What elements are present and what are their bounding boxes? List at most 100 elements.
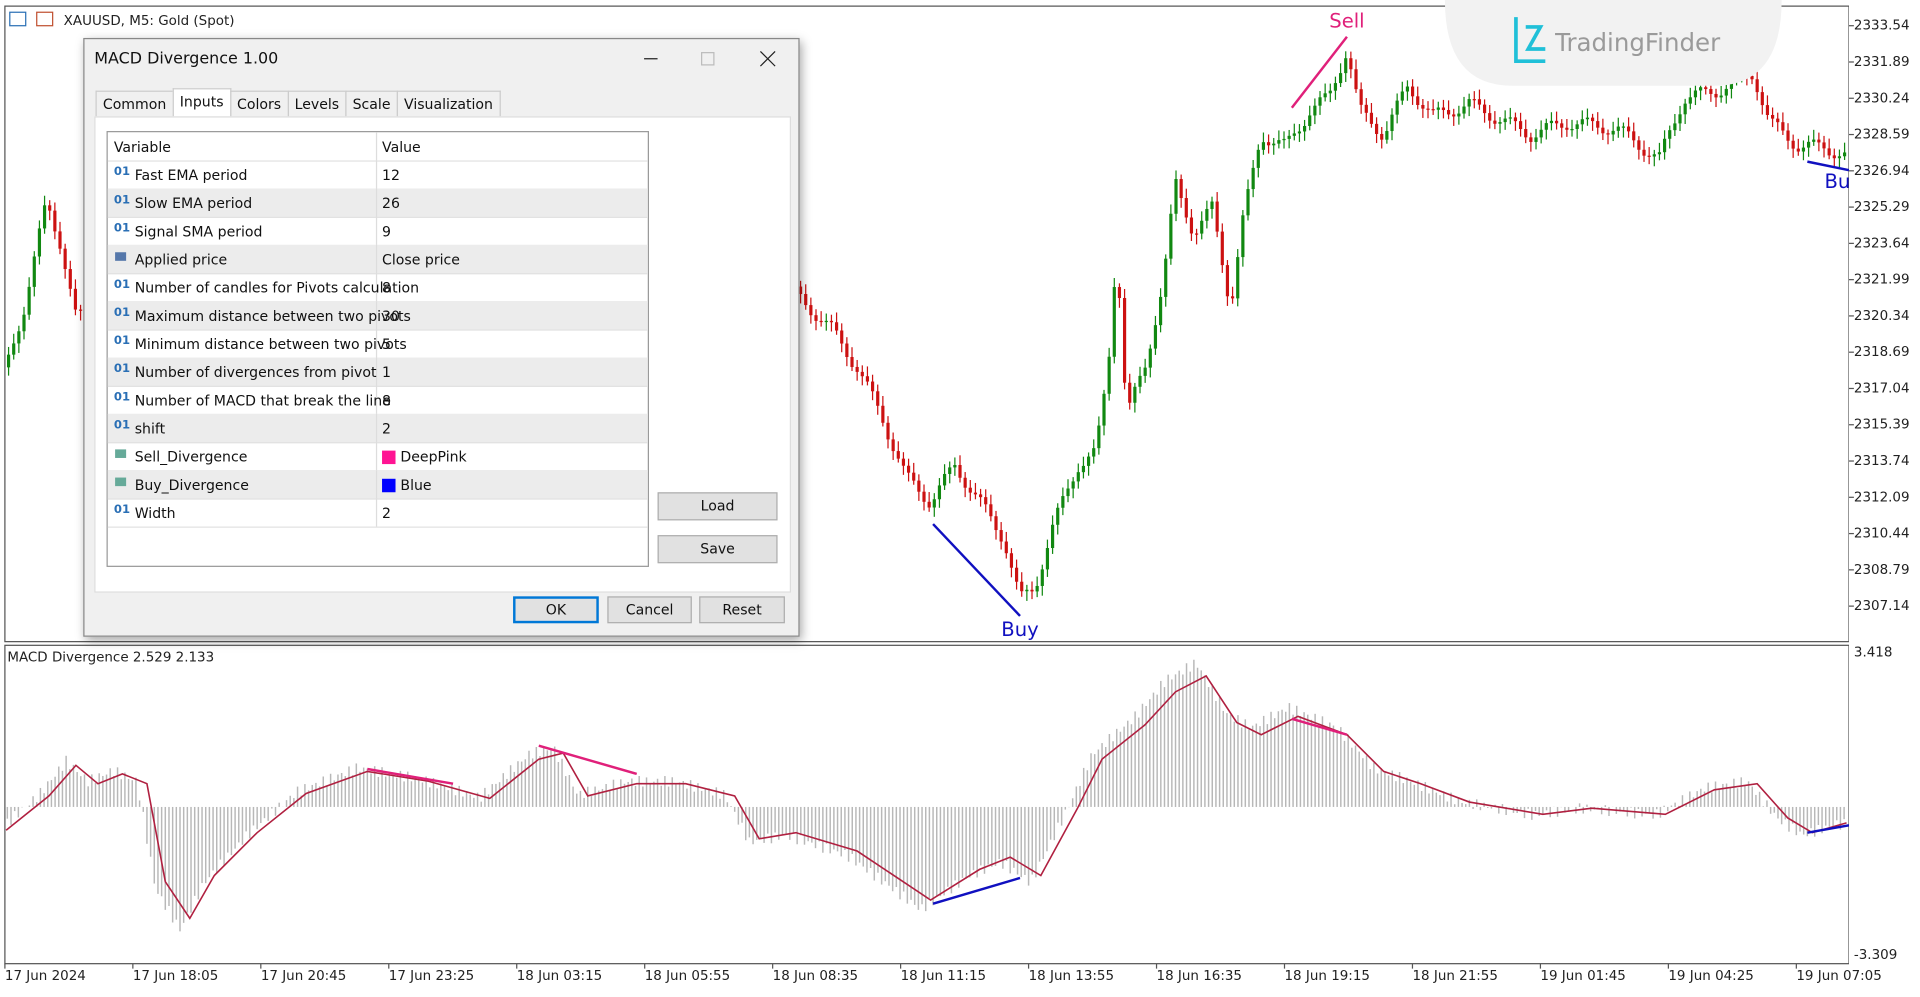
tabs: Common Inputs Colors Levels Scale Visualizati… — [95, 88, 501, 117]
time-label: 18 Jun 19:15 — [1285, 969, 1370, 984]
watermark: TradingFinder — [1444, 0, 1782, 86]
table-row[interactable]: 01 shift 2 — [107, 413, 648, 444]
window-controls — [644, 50, 776, 67]
table-row[interactable]: 01 Maximum distance between two pivots 30 — [107, 301, 648, 331]
table-row[interactable]: Sell_Divergence DeepPink — [107, 442, 648, 472]
candle-body — [984, 497, 988, 505]
row-icon: 01 — [113, 221, 131, 236]
candle-body — [1652, 154, 1656, 157]
column-separator — [375, 216, 378, 245]
candle-body — [1148, 348, 1152, 368]
candle-body — [1241, 215, 1245, 258]
tab[interactable]: Inputs — [172, 88, 231, 117]
candle-body — [1632, 131, 1636, 141]
column-separator — [375, 244, 378, 274]
variable-cell: Number of divergences from pivot — [134, 363, 377, 381]
candle-body — [1791, 140, 1795, 149]
candle-body — [1200, 220, 1204, 234]
candle-body — [1719, 95, 1723, 98]
candle-body — [1359, 89, 1363, 105]
column-separator — [375, 357, 378, 386]
candle-body — [1662, 138, 1667, 153]
candle-body — [1061, 496, 1065, 508]
maximize[interactable] — [701, 52, 715, 66]
candle-body — [1143, 367, 1147, 376]
candle-body — [1709, 89, 1713, 94]
candle-body — [1277, 140, 1281, 144]
reset-button[interactable]: Reset — [699, 596, 785, 624]
time-label: 18 Jun 05:55 — [645, 969, 730, 984]
table-row[interactable]: 01 Number of MACD that break the line 8 — [107, 385, 648, 416]
candle-body — [865, 376, 870, 382]
tab[interactable]: Scale — [345, 90, 398, 117]
candle-body — [1539, 129, 1543, 138]
candle-body — [1302, 125, 1307, 132]
candle-body — [1606, 133, 1610, 135]
candle-body — [1179, 179, 1183, 199]
tab-panel: Variable Value 01 Fast EMA period 12 01 Slow E… — [94, 116, 792, 593]
tab[interactable]: Levels — [287, 90, 347, 117]
candle-body — [922, 491, 926, 502]
table-row[interactable]: 01 Slow EMA period 26 — [107, 188, 648, 218]
candle-body — [1230, 296, 1235, 299]
time-label: 17 Jun 18:05 — [133, 969, 218, 984]
candle-body — [53, 210, 57, 232]
buy-label: Bu — [1825, 170, 1851, 193]
column-separator — [375, 160, 378, 189]
table-row[interactable]: Buy_Divergence Blue — [107, 470, 648, 500]
table-row[interactable]: 01 Fast EMA period 12 — [107, 160, 648, 190]
close[interactable] — [759, 50, 776, 67]
candle-body — [1184, 198, 1188, 218]
row-icon: 01 — [113, 165, 131, 179]
candle-body — [860, 371, 864, 377]
load-button[interactable]: Load — [657, 492, 778, 521]
price-label: 2313.74 — [1854, 454, 1910, 469]
table-row[interactable]: Applied price Close price — [107, 244, 648, 275]
candle-body — [1349, 58, 1353, 70]
table-row[interactable]: 01 Width 2 — [107, 498, 648, 528]
candle-body — [1174, 179, 1178, 214]
candle-body — [1071, 481, 1075, 489]
candle-body — [1806, 141, 1811, 148]
candle-body — [948, 467, 952, 474]
price-label: 2330.24 — [1854, 91, 1910, 106]
candle-body — [881, 405, 885, 423]
value-text: 2 — [382, 504, 392, 522]
table-row[interactable]: 01 Number of candles for Pivots calculati… — [107, 273, 648, 303]
candle-body — [973, 492, 978, 495]
row-icon: 01 — [113, 306, 131, 320]
candle-body — [798, 286, 803, 295]
candle-body — [1354, 69, 1358, 90]
candle-body — [42, 205, 47, 229]
tab[interactable]: Common — [95, 90, 174, 117]
candle-body — [1467, 99, 1471, 107]
table-row[interactable]: 01 Minimum distance between two pivots 5 — [107, 329, 648, 359]
candle-body — [1292, 133, 1296, 136]
time-label: 19 Jun 01:45 — [1540, 969, 1625, 984]
candle-body — [32, 256, 36, 287]
save-button[interactable]: Save — [657, 535, 778, 564]
value-cell: 2 — [382, 504, 391, 521]
time-label: 17 Jun 20:45 — [261, 969, 346, 984]
candle-body — [1770, 114, 1775, 119]
cancel-button[interactable]: Cancel — [607, 596, 692, 624]
candle-body — [1796, 148, 1800, 152]
candle-body — [840, 330, 844, 344]
icon-glyph — [115, 449, 127, 458]
candle-body — [963, 477, 967, 488]
ok-button[interactable]: OK — [513, 596, 599, 624]
candle-body — [1374, 123, 1379, 134]
table-row[interactable]: 01 Number of divergences from pivot 1 — [107, 357, 648, 387]
tab[interactable]: Visualization — [396, 90, 501, 117]
column-separator — [375, 273, 378, 302]
candle-body — [1261, 142, 1266, 150]
value-text: 2 — [382, 420, 392, 438]
value-text: 26 — [382, 194, 400, 212]
table-row[interactable]: 01 Signal SMA period 9 — [107, 216, 648, 247]
dialog: MACD Divergence 1.00 Common Inputs Colors L… — [83, 37, 800, 637]
candle-body — [1575, 124, 1579, 129]
tab[interactable]: Colors — [229, 90, 289, 117]
value-text: 5 — [382, 335, 392, 353]
candle-body — [1596, 121, 1600, 128]
candle-body — [1297, 131, 1302, 134]
